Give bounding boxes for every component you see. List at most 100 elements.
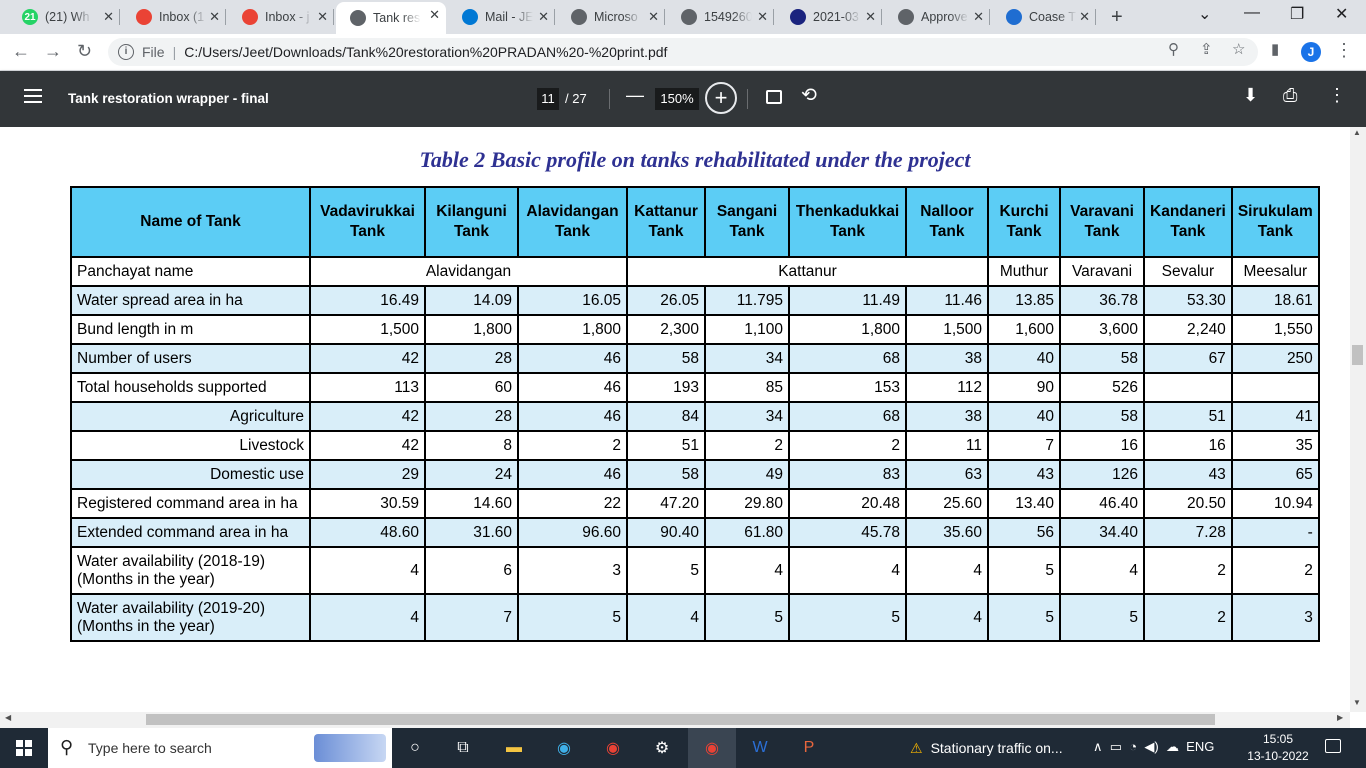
table-cell: 11.795 [704, 285, 790, 316]
sidebar-menu-icon[interactable] [24, 89, 42, 103]
browser-tab[interactable]: Tank res ✕ [336, 2, 446, 34]
panchayat-cell: Varavani [1059, 256, 1145, 287]
table-cell: 1,500 [309, 314, 426, 345]
browser-tab[interactable]: Approve ✕ [884, 4, 990, 30]
vertical-scrollbar[interactable] [1350, 127, 1366, 712]
clock-date[interactable]: 13-10-2022 [1247, 749, 1309, 763]
url-text[interactable]: C:/Users/Jeet/Downloads/Tank%20restorati… [184, 44, 668, 60]
cortana-icon[interactable]: ○ [410, 739, 420, 756]
chrome-active-icon[interactable]: ◉ [705, 740, 719, 757]
pdf-viewport[interactable]: Table 2 Basic profile on tanks rehabilit… [0, 127, 1350, 712]
more-actions-icon[interactable]: ⋮ [1328, 85, 1346, 105]
table-cell: 526 [1059, 372, 1145, 403]
header-tank-name: Varavani Tank [1059, 186, 1145, 258]
restore-icon[interactable]: ❐ [1290, 6, 1305, 23]
tab-close-icon[interactable]: ✕ [103, 9, 114, 24]
back-icon[interactable]: ← [12, 41, 30, 61]
toolbar-divider [747, 89, 748, 109]
vertical-scroll-thumb[interactable] [1352, 345, 1363, 365]
file-explorer-icon[interactable]: ▬ [506, 739, 522, 756]
bookmark-star-icon[interactable]: ☆ [1232, 41, 1246, 58]
header-tank-name: Sirukulam Tank [1230, 186, 1320, 258]
site-info-icon[interactable]: i [118, 44, 134, 60]
document-title: Tank restoration wrapper - final [68, 91, 269, 106]
browser-menu-icon[interactable]: ⋮ [1335, 40, 1353, 60]
browser-tab[interactable]: Microso ✕ [557, 4, 665, 30]
minimize-icon[interactable]: — [1244, 4, 1260, 21]
share-icon[interactable]: ⇪ [1200, 41, 1213, 58]
tab-close-icon[interactable]: ✕ [757, 9, 768, 24]
browser-tab[interactable]: 2021-03 ✕ [776, 4, 882, 30]
zoom-in-icon[interactable]: + [705, 82, 737, 114]
zoom-magnifier-icon[interactable]: ⚲ [1168, 41, 1179, 58]
zoom-input[interactable]: 150% [655, 88, 699, 110]
table-cell: 46 [517, 401, 628, 432]
header-name-of-tank: Name of Tank [70, 186, 311, 258]
edge-icon[interactable]: ◉ [557, 740, 571, 757]
tab-title: (21) Wh [45, 10, 90, 24]
windows-start-icon[interactable] [16, 740, 32, 756]
chrome-icon[interactable]: ◉ [606, 740, 620, 757]
tab-close-icon[interactable]: ✕ [317, 9, 328, 24]
rotate-icon[interactable]: ⟲ [801, 85, 817, 106]
forward-icon[interactable]: → [44, 41, 62, 61]
browser-tab[interactable]: Mail - JE ✕ [448, 4, 555, 30]
table-row: Bund length in m 1,500 1,800 1,800 2,300 1,10… [70, 314, 1320, 345]
table-cell: 46 [517, 372, 628, 403]
page-number-input[interactable]: 11 [537, 88, 559, 110]
horizontal-scroll-thumb[interactable] [146, 714, 1215, 725]
task-view-icon[interactable]: ⧉ [457, 739, 469, 756]
tab-close-icon[interactable]: ✕ [538, 9, 549, 24]
windows-taskbar: ⚲ Type here to search ○ ⧉ ▬ ◉ ◉ ⚙ ◉ W P … [0, 728, 1366, 768]
tray-chevron-icon[interactable]: ∧ [1093, 739, 1103, 754]
profile-avatar[interactable]: J [1301, 42, 1321, 62]
notification-center-icon[interactable] [1325, 739, 1341, 753]
table-row: Domestic use 29 24 46 58 49 83 63 43 126 43 65 [70, 459, 1320, 490]
side-panel-icon[interactable]: ▮ [1271, 41, 1280, 58]
onedrive-icon[interactable]: ☁ [1165, 739, 1179, 754]
address-bar[interactable]: i File | C:/Users/Jeet/Downloads/Tank%20… [108, 38, 1258, 66]
tab-close-icon[interactable]: ✕ [865, 9, 876, 24]
download-icon[interactable]: ⬇ [1243, 85, 1259, 105]
word-icon[interactable]: W [752, 739, 768, 756]
wifi-icon[interactable]: ◔ [1129, 739, 1138, 754]
taskbar-search-box[interactable]: ⚲ Type here to search [48, 728, 392, 768]
tab-close-icon[interactable]: ✕ [1079, 9, 1090, 24]
tab-search-icon[interactable]: ⌄ [1198, 6, 1212, 23]
tab-close-icon[interactable]: ✕ [973, 9, 984, 24]
table-cell: 42 [309, 430, 426, 461]
browser-tab[interactable]: 1549260 ✕ [667, 4, 774, 30]
table-cell: 13.85 [987, 285, 1061, 316]
tab-close-icon[interactable]: ✕ [209, 9, 220, 24]
search-highlight-art[interactable] [314, 734, 386, 762]
table-cell: - [1230, 517, 1320, 548]
tab-close-icon[interactable]: ✕ [429, 7, 440, 22]
scroll-left-arrow-icon[interactable]: ◀ [5, 713, 12, 722]
powerpoint-icon[interactable]: P [803, 739, 815, 756]
fit-to-page-icon[interactable] [766, 90, 782, 104]
clock-time[interactable]: 15:05 [1262, 732, 1294, 746]
settings-gear-icon[interactable]: ⚙ [654, 740, 670, 757]
scroll-up-arrow-icon[interactable]: ▲ [1353, 128, 1361, 137]
table-cell: 25.60 [905, 488, 989, 519]
tab-close-icon[interactable]: ✕ [648, 9, 659, 24]
reload-icon[interactable]: ↻ [77, 41, 93, 61]
scroll-down-arrow-icon[interactable]: ▼ [1353, 698, 1361, 707]
table-cell: 2 [704, 430, 790, 461]
browser-tab[interactable]: Inbox - j ✕ [228, 4, 334, 30]
panchayat-cell: Sevalur [1143, 256, 1233, 287]
table-cell: 36.78 [1059, 285, 1145, 316]
scroll-right-arrow-icon[interactable]: ▶ [1337, 713, 1344, 722]
browser-tab[interactable]: Coase T ✕ [992, 4, 1096, 30]
system-tray[interactable]: ∧ ▭ ◔ ◀) ☁ ENG [1093, 739, 1214, 755]
browser-tab[interactable]: 21 (21) Wh ✕ [8, 4, 120, 30]
language-indicator[interactable]: ENG [1186, 739, 1215, 754]
volume-icon[interactable]: ◀) [1144, 739, 1159, 754]
close-window-icon[interactable]: ✕ [1335, 6, 1349, 23]
new-tab-button[interactable]: + [1111, 6, 1123, 28]
zoom-out-icon[interactable]: — [626, 85, 644, 105]
weather-widget[interactable]: ⚠ Stationary traffic on... [910, 740, 1063, 757]
print-icon[interactable]: ⎙ [1283, 85, 1298, 105]
browser-tab[interactable]: Inbox (1 ✕ [122, 4, 226, 30]
battery-icon[interactable]: ▭ [1109, 739, 1123, 754]
